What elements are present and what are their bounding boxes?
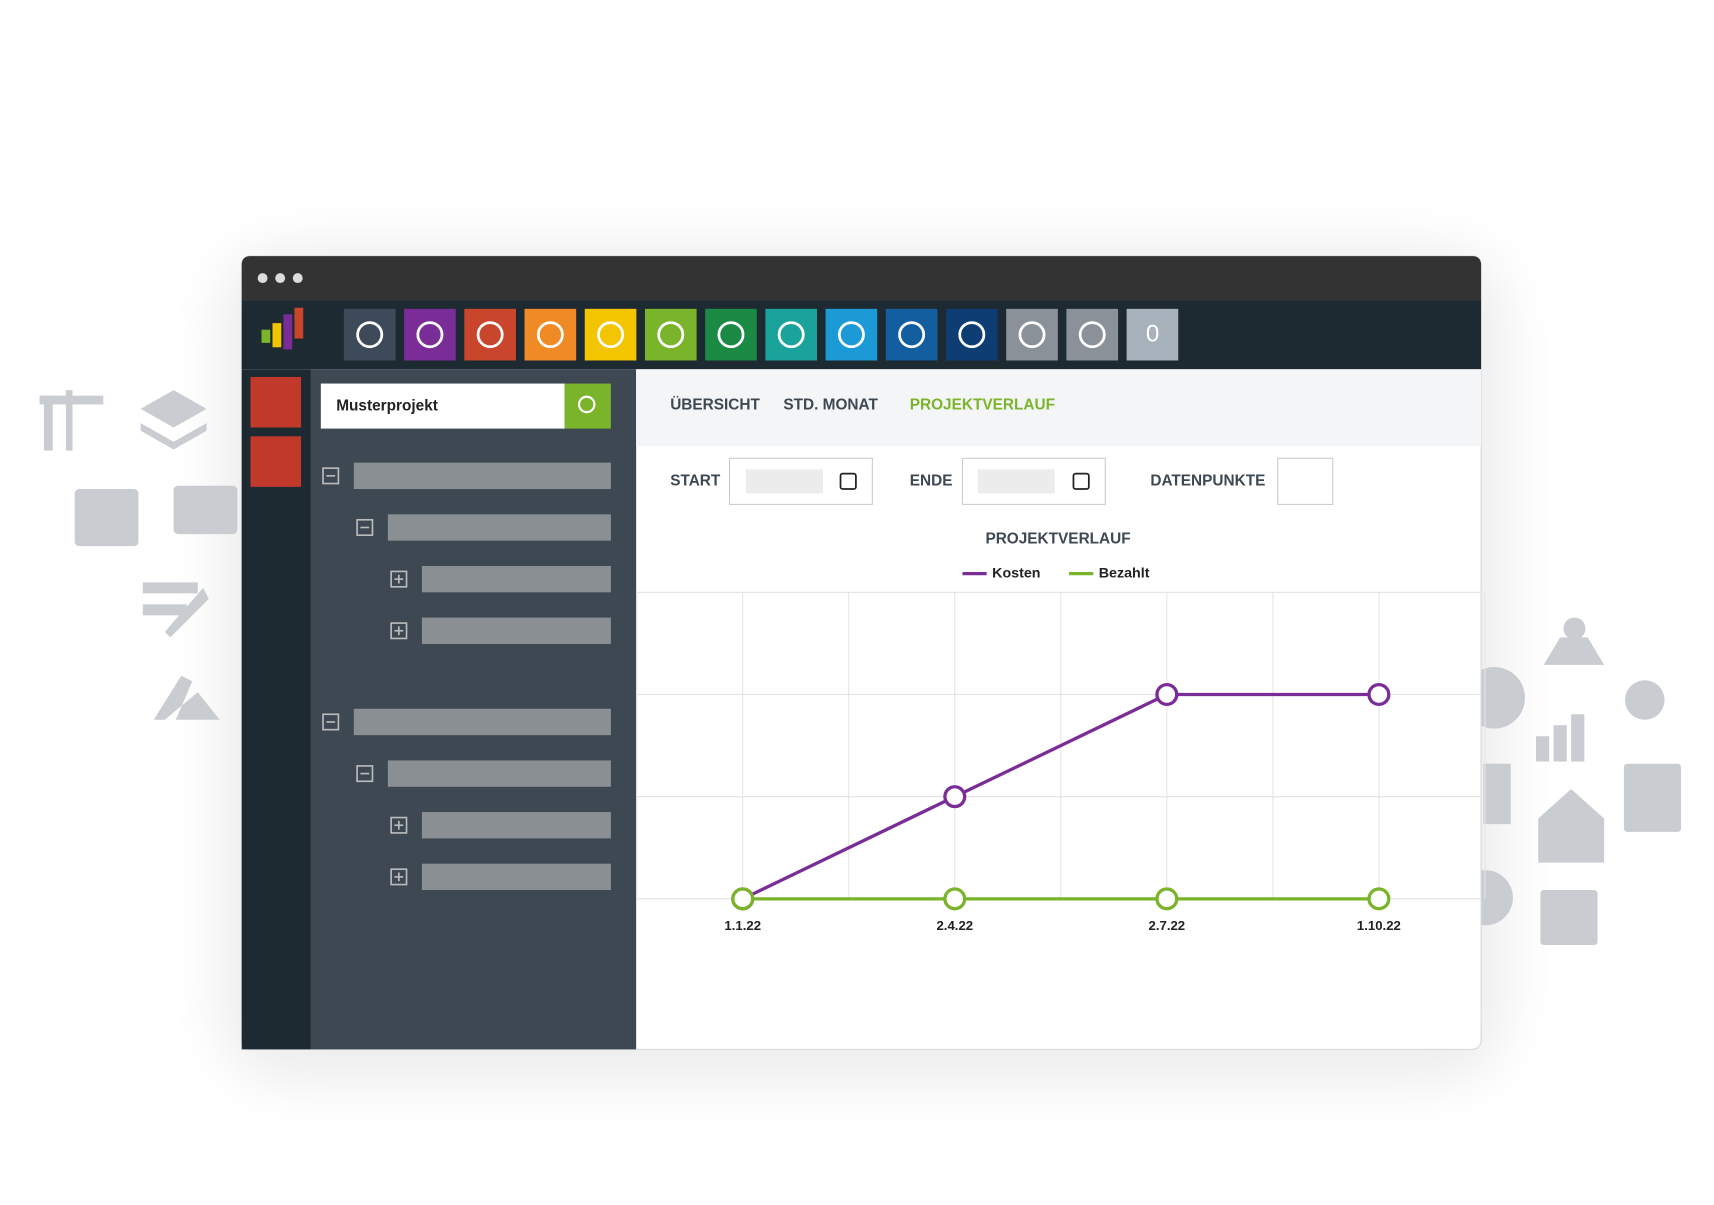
- nav-glyph: [416, 321, 444, 349]
- title-bar: [241, 256, 1482, 301]
- nav-button[interactable]: [885, 308, 938, 361]
- filter-label: ENDE: [910, 472, 953, 489]
- tab-bar: [636, 369, 1482, 447]
- tree-item[interactable]: [421, 565, 611, 593]
- tree: [322, 462, 611, 891]
- tab[interactable]: ÜBERSICHT: [670, 397, 760, 414]
- search-button[interactable]: [564, 383, 611, 429]
- tree-item[interactable]: [353, 708, 611, 736]
- search-input[interactable]: [320, 383, 565, 429]
- nav-glyph: [356, 321, 384, 349]
- point: [731, 887, 755, 911]
- nav-glyph: [1078, 321, 1106, 349]
- chart-title: PROJEKTVERLAUF: [985, 531, 1130, 548]
- nav-glyph: [777, 321, 805, 349]
- calendar-icon: [839, 472, 857, 490]
- tree-toggle[interactable]: [322, 713, 340, 731]
- nav-button[interactable]: [584, 308, 637, 361]
- nav-button[interactable]: [765, 308, 818, 361]
- search-icon: [577, 395, 596, 414]
- nav-button[interactable]: [524, 308, 577, 361]
- tree-item[interactable]: [421, 617, 611, 644]
- tree-toggle[interactable]: [322, 467, 340, 485]
- tab-active[interactable]: PROJEKTVERLAUF: [910, 397, 1055, 414]
- tab[interactable]: STD. MONAT: [783, 397, 878, 414]
- nav-glyph: [597, 321, 625, 349]
- search-text: Musterprojekt: [336, 398, 438, 415]
- logo: [261, 307, 304, 350]
- filter-label: DATENPUNKTE: [1150, 472, 1265, 489]
- date-field: [746, 469, 823, 494]
- nav-button[interactable]: [343, 308, 396, 361]
- point: [1155, 682, 1179, 707]
- legend-label: Bezahlt: [1099, 565, 1150, 581]
- nav-icons: [343, 308, 1179, 361]
- nav-button[interactable]: [464, 308, 516, 361]
- tree-toggle[interactable]: [390, 622, 408, 640]
- point: [1155, 887, 1179, 911]
- tree-item[interactable]: [387, 760, 611, 787]
- point: [1367, 682, 1391, 707]
- nav-button[interactable]: [404, 308, 456, 361]
- nav-glyph: [958, 321, 986, 349]
- legend-label: Kosten: [992, 565, 1040, 581]
- nav-button[interactable]: [1126, 308, 1179, 361]
- number-input[interactable]: [1277, 457, 1334, 505]
- tree-toggle[interactable]: [390, 816, 408, 834]
- tree-toggle[interactable]: [356, 518, 374, 536]
- badge[interactable]: 0: [1146, 321, 1159, 348]
- nav-glyph: [536, 321, 564, 349]
- tree-toggle[interactable]: [356, 765, 374, 783]
- x-tick-label: 2.4.22: [936, 918, 973, 933]
- point: [1367, 887, 1391, 911]
- x-tick-label: 2.7.22: [1149, 918, 1186, 933]
- nav-glyph: [837, 321, 865, 349]
- tree-toggle[interactable]: [390, 868, 408, 886]
- side-icon[interactable]: [250, 436, 302, 487]
- point: [943, 785, 967, 809]
- tree-item[interactable]: [387, 514, 611, 541]
- nav-button[interactable]: [705, 308, 757, 361]
- side-icon[interactable]: [250, 376, 302, 428]
- window-dots: [257, 273, 303, 284]
- tree-item[interactable]: [421, 812, 611, 839]
- chart: Kosten Bezahlt 1.1.22 2.4.22 2.7.22 1.10.22: [636, 565, 1486, 933]
- nav-glyph: [1018, 321, 1046, 349]
- nav-button[interactable]: [1006, 308, 1058, 361]
- x-tick-label: 1.1.22: [724, 918, 761, 933]
- x-tick-label: 1.10.22: [1357, 918, 1401, 933]
- series-line: [742, 692, 1379, 901]
- nav-button[interactable]: [644, 308, 697, 361]
- nav-glyph: [898, 321, 926, 349]
- calendar-icon: [1072, 472, 1090, 490]
- nav-button[interactable]: [945, 308, 998, 361]
- point: [943, 887, 967, 911]
- tree-toggle[interactable]: [390, 570, 408, 588]
- nav-button[interactable]: [1066, 308, 1119, 361]
- tree-item[interactable]: [353, 462, 611, 490]
- tree-item[interactable]: [421, 863, 611, 891]
- date-field: [977, 469, 1055, 494]
- nav-glyph: [657, 321, 685, 349]
- nav-glyph: [476, 321, 504, 349]
- nav-glyph: [717, 321, 745, 349]
- nav-button[interactable]: [825, 308, 878, 361]
- filter-label: START: [670, 472, 721, 489]
